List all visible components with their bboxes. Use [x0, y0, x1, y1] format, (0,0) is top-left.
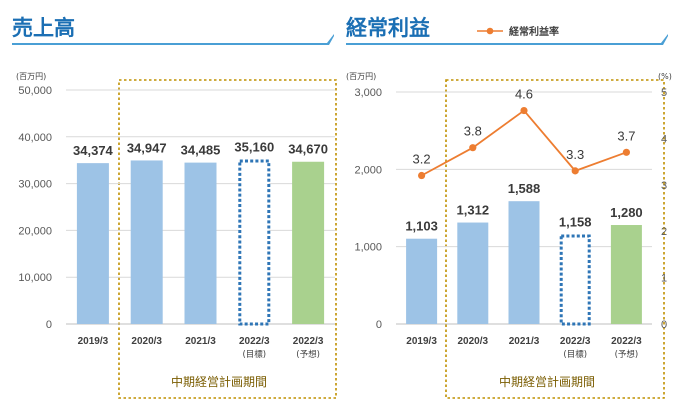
sales-ytick-label: 50,000: [18, 85, 52, 97]
profit-category-label: 2020/3: [458, 336, 489, 347]
sales-category-label: 2021/3: [185, 336, 216, 347]
sales-title-underline: [12, 34, 334, 45]
profit-bar: [406, 238, 438, 324]
profit-chart-title: 経常利益: [346, 16, 430, 40]
profit-bar: [508, 201, 540, 324]
profit-right-unit-label: (%): [658, 72, 672, 81]
sales-bar: [76, 163, 109, 324]
sales-ytick-label: 0: [46, 319, 52, 331]
profit-right-ytick-label: 0: [661, 319, 667, 331]
sales-bar-value-label: 34,947: [127, 140, 167, 155]
profit-ytick-label: 0: [376, 319, 382, 331]
profit-bar: [457, 222, 489, 324]
profit-ratio-label: 3.3: [566, 147, 584, 162]
profit-ytick-label: 2,000: [354, 164, 382, 176]
sales-bar-forecast: [292, 161, 325, 324]
ordinary-profit-chart: 経常利益 経常利益率 (百万円) (%) 中期経営計画期間 0 1,000 2,00…: [346, 16, 672, 399]
sales-chart: 売上高 (百万円) 中期経営計画期間 0 10,000 20,000 30,000 40…: [12, 16, 337, 399]
profit-ratio-point: [418, 171, 426, 180]
profit-ratio-point: [520, 106, 528, 115]
profit-ytick-label: 1,000: [354, 242, 382, 254]
sales-unit-label: (百万円): [16, 72, 46, 81]
profit-right-ytick-label: 4: [661, 133, 667, 145]
profit-category-sublabel: (目標): [563, 349, 587, 360]
profit-right-ytick-label: 2: [661, 226, 667, 238]
profit-unit-label: (百万円): [346, 72, 376, 81]
profit-ratio-line: [421, 109, 627, 177]
profit-bar-forecast: [610, 225, 642, 324]
profit-ratio-point: [469, 144, 477, 152]
legend-label: 経常利益率: [509, 25, 559, 38]
profit-ratio-label: 4.6: [515, 87, 533, 102]
sales-plan-period-label: 中期経営計画期間: [171, 374, 267, 389]
sales-ytick-label: 20,000: [18, 225, 52, 237]
sales-category-label: 2019/3: [78, 336, 109, 347]
profit-ytick-label: 3,000: [354, 87, 382, 99]
profit-category-label: 2019/3: [406, 336, 437, 347]
sales-bar: [184, 162, 217, 324]
sales-bar-target: [238, 159, 271, 326]
sales-ytick-label: 10,000: [18, 272, 52, 284]
sales-category-label: 2020/3: [131, 336, 162, 347]
profit-bar-value-label: 1,280: [610, 205, 643, 220]
sales-category-sublabel: (目標): [242, 349, 266, 360]
profit-right-ytick-label: 3: [661, 180, 667, 192]
sales-bar: [130, 160, 163, 324]
profit-bar-value-label: 1,103: [405, 219, 438, 234]
profit-category-sublabel: (予想): [615, 349, 639, 360]
sales-bar-value-label: 34,485: [181, 143, 221, 158]
sales-ytick-label: 30,000: [18, 179, 52, 191]
sales-category-sublabel: (予想): [296, 349, 320, 360]
sales-bar-value-label: 34,670: [288, 142, 328, 157]
sales-ytick-label: 40,000: [18, 132, 52, 144]
profit-bar-value-label: 1,588: [508, 181, 541, 196]
profit-category-label: 2022/3: [611, 336, 642, 347]
profit-ratio-label: 3.7: [617, 128, 635, 143]
profit-bar-target: [559, 234, 591, 326]
sales-bar-value-label: 34,374: [73, 143, 114, 158]
sales-category-label: 2022/3: [239, 336, 270, 347]
profit-ratio-label: 3.8: [464, 124, 482, 139]
profit-ratio-label: 3.2: [413, 152, 431, 167]
profit-category-label: 2021/3: [509, 336, 540, 347]
legend-marker: [486, 27, 494, 35]
profit-bar-value-label: 1,312: [457, 203, 490, 218]
profit-ratio-point: [622, 148, 631, 156]
sales-chart-title: 売上高: [12, 16, 75, 40]
profit-bar-value-label: 1,158: [559, 214, 592, 229]
profit-right-ytick-label: 1: [661, 273, 667, 285]
profit-category-label: 2022/3: [560, 336, 591, 347]
profit-plan-period-label: 中期経営計画期間: [499, 374, 595, 389]
profit-ratio-point: [571, 167, 579, 175]
profit-plan-period-box: [445, 79, 665, 399]
profit-title-underline: [346, 34, 668, 45]
profit-right-ytick-label: 5: [661, 87, 667, 99]
sales-category-label: 2022/3: [293, 336, 324, 347]
sales-bar-value-label: 35,160: [234, 139, 274, 154]
sales-plan-period-box: [118, 79, 337, 399]
